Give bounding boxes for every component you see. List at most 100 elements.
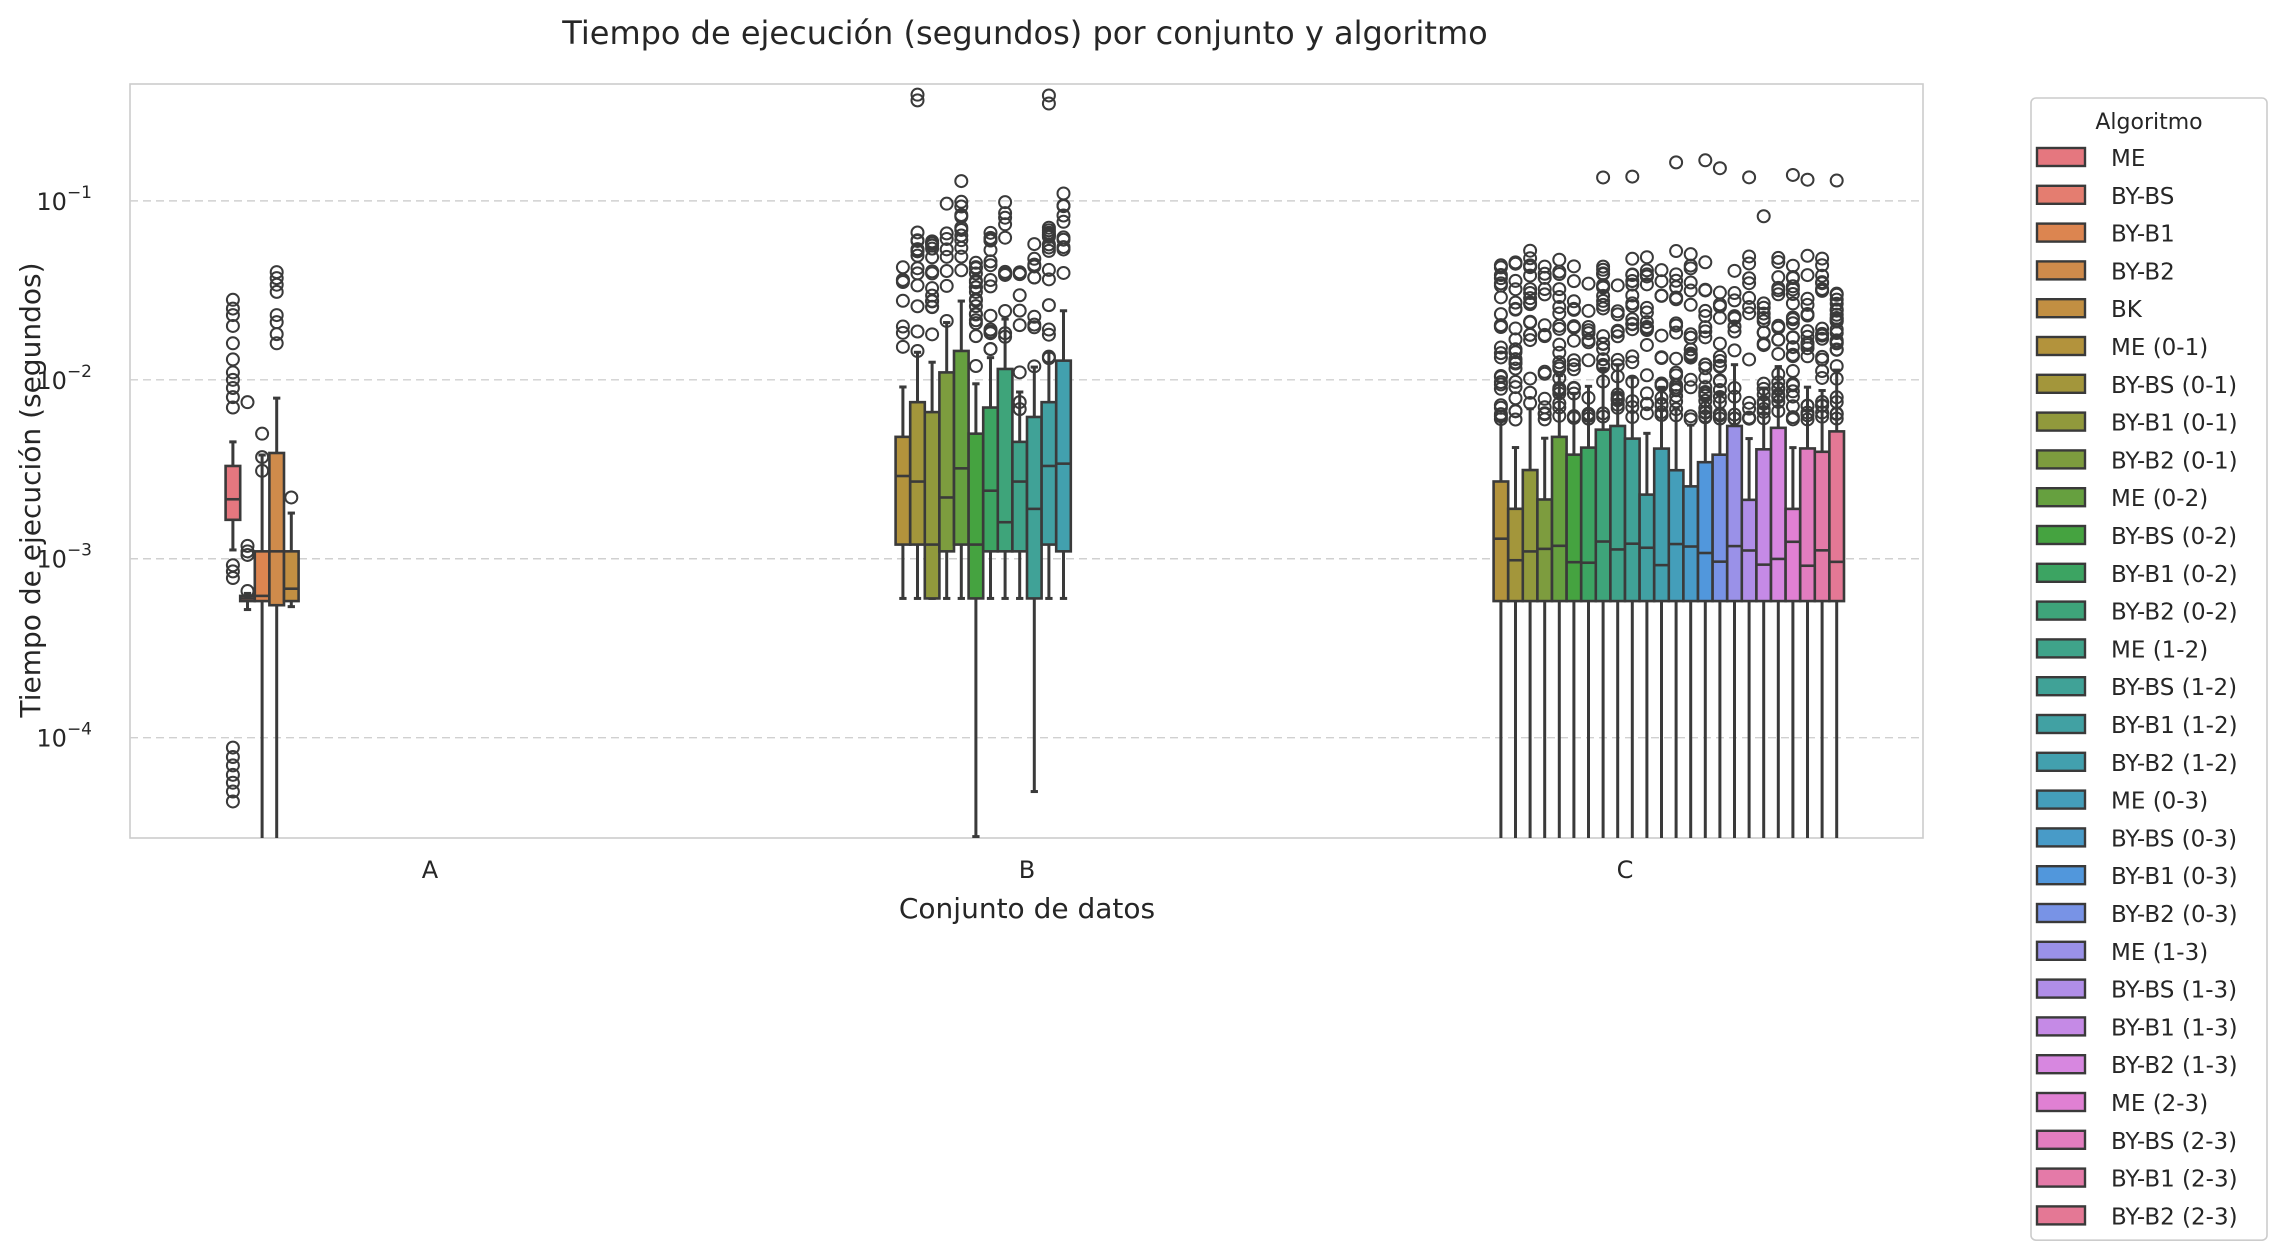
outlier-point <box>1742 276 1757 291</box>
outlier-point <box>1785 410 1800 425</box>
outlier-point <box>1800 337 1815 352</box>
box-body <box>1492 480 1510 603</box>
outlier-point <box>1800 172 1815 187</box>
box-body <box>1011 440 1029 553</box>
legend-label: BY-B2 (1-3) <box>2111 1053 2238 1079</box>
legend-swatch <box>2035 184 2087 206</box>
outlier-point <box>1639 300 1654 315</box>
outlier-point <box>1698 330 1713 345</box>
outlier-point <box>1639 386 1654 401</box>
outlier-point <box>1537 266 1552 281</box>
legend-label: BY-B2 <box>2111 259 2175 285</box>
outlier-point <box>1012 395 1027 410</box>
outlier-point <box>983 243 998 258</box>
outlier-point <box>1523 315 1538 330</box>
outlier-point <box>954 263 969 278</box>
legend-swatch <box>2035 1205 2087 1226</box>
outlier-point <box>1756 376 1771 391</box>
outlier-point <box>1639 250 1654 265</box>
outlier-point <box>1712 310 1727 325</box>
legend-swatch <box>2035 449 2087 470</box>
outlier-point <box>1610 391 1625 406</box>
outlier-point <box>1581 276 1596 291</box>
outlier-point <box>1552 252 1567 267</box>
outlier-point <box>1610 387 1625 402</box>
outlier-point <box>1581 408 1596 423</box>
outlier-point <box>1815 268 1830 283</box>
outlier-point <box>1669 382 1684 397</box>
outlier-point <box>1523 371 1538 386</box>
outlier-point <box>1027 359 1042 374</box>
outlier-point <box>954 233 969 248</box>
outlier-point <box>1829 303 1844 318</box>
outlier-point <box>1493 407 1508 422</box>
outlier-point <box>240 584 255 599</box>
legend-label: ME (2-3) <box>2111 1091 2208 1117</box>
outlier-point <box>1596 357 1611 372</box>
outlier-point <box>1596 288 1611 303</box>
outlier-point <box>968 299 983 314</box>
legend-label: ME (0-2) <box>2111 486 2208 512</box>
outlier-point <box>998 206 1013 221</box>
outlier-point <box>1639 368 1654 383</box>
outlier-point <box>1698 283 1713 298</box>
box-A-4 <box>282 511 300 609</box>
outlier-point <box>1537 391 1552 406</box>
outlier-point <box>910 233 925 248</box>
legend-item: BY-BS (0-2) <box>2035 524 2237 550</box>
outlier-point <box>1056 265 1071 280</box>
outlier-point <box>1625 355 1640 370</box>
outlier-point <box>983 308 998 323</box>
outlier-point <box>1829 395 1844 410</box>
outlier-point <box>1581 333 1596 348</box>
outlier-point <box>1771 250 1786 265</box>
outlier-point <box>1566 409 1581 424</box>
outlier-point <box>1523 260 1538 275</box>
outlier-point <box>1012 266 1027 281</box>
outlier-point <box>1800 398 1815 413</box>
legend-swatch <box>2035 298 2087 319</box>
outlier-point <box>1742 411 1757 426</box>
outlier-point <box>910 261 925 276</box>
outlier-point <box>1639 269 1654 284</box>
outlier-point <box>910 93 925 108</box>
outlier-point <box>1639 315 1654 330</box>
box-body <box>1828 430 1846 603</box>
outlier-point <box>925 327 940 342</box>
outlier-point <box>910 225 925 240</box>
outlier-point <box>1493 350 1508 365</box>
outlier-point <box>1639 337 1654 352</box>
box-A-3 <box>268 396 286 838</box>
outlier-point <box>1756 310 1771 325</box>
boxes-layer <box>224 299 1846 838</box>
outlier-point <box>1800 268 1815 283</box>
outlier-point <box>910 324 925 339</box>
legend-swatch <box>2035 562 2087 583</box>
outlier-point <box>1625 400 1640 415</box>
box-B-9 <box>952 299 970 600</box>
outlier-point <box>1552 355 1567 370</box>
outlier-point <box>1654 351 1669 366</box>
outlier-point <box>939 242 954 257</box>
outlier-point <box>1815 405 1830 420</box>
box-body <box>1609 424 1627 603</box>
outlier-point <box>1654 328 1669 343</box>
outlier-point <box>1639 277 1654 292</box>
outlier-point <box>1771 346 1786 361</box>
legend-item: ME (2-3) <box>2035 1091 2208 1117</box>
outlier-point <box>1027 237 1042 252</box>
outlier-point <box>939 226 954 241</box>
outlier-point <box>1552 290 1567 305</box>
outlier-point <box>1537 327 1552 342</box>
legend-item: BY-BS (1-2) <box>2035 675 2237 701</box>
outlier-point <box>1493 268 1508 283</box>
outlier-point <box>1756 300 1771 315</box>
outlier-point <box>1056 199 1071 214</box>
outlier-point <box>1742 249 1757 264</box>
outlier-point <box>1654 407 1669 422</box>
box-body <box>1711 453 1729 603</box>
outlier-point <box>895 293 910 308</box>
outlier-point <box>1552 359 1567 374</box>
outlier-point <box>1785 364 1800 379</box>
outlier-point <box>1683 247 1698 262</box>
